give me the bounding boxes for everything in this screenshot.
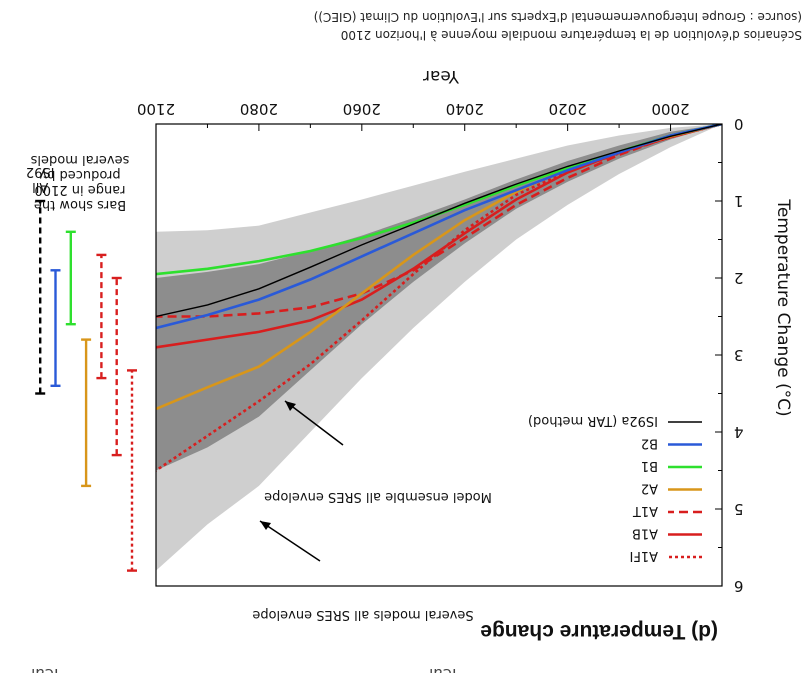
annotation-model-ensemble-text: Model ensemble all SRES envelope bbox=[264, 489, 492, 504]
range-bar-label-all-is92: All bbox=[32, 179, 48, 194]
y-tick-label: 3 bbox=[734, 346, 744, 364]
series-line-is92a-tar-method bbox=[156, 124, 722, 318]
annotation-model-ensemble: Model ensemble all SRES envelope bbox=[264, 489, 492, 504]
x-tick-label: 2040 bbox=[446, 100, 484, 118]
y-tick-label: 0 bbox=[734, 115, 744, 133]
x-tick-label: 2000 bbox=[651, 100, 689, 118]
x-axis-label: Year bbox=[423, 66, 460, 86]
y-tick-label: 5 bbox=[734, 500, 744, 518]
truncated-year-label-left: Year bbox=[426, 665, 460, 673]
y-tick-label: 2 bbox=[734, 269, 744, 287]
caption-line-2: (source : Groupe Intergouvernemental d'E… bbox=[314, 10, 802, 24]
y-axis-label: Temperature Change (°C) bbox=[773, 198, 793, 416]
arrow-head-model-ensemble bbox=[285, 401, 296, 411]
arrow-several-models bbox=[259, 520, 321, 562]
x-tick-label: 2060 bbox=[343, 100, 381, 118]
panel-label: (d) Temperature change bbox=[480, 620, 718, 643]
legend-label-b1: B1 bbox=[641, 458, 658, 473]
series-line-a1t bbox=[156, 124, 722, 318]
x-tick-label: 2020 bbox=[549, 100, 587, 118]
x-tick-label: 2080 bbox=[240, 100, 278, 118]
envelope-several-models bbox=[156, 124, 722, 571]
x-tick-label: 2100 bbox=[137, 100, 175, 118]
y-tick-label: 6 bbox=[734, 577, 744, 595]
annotation-several-models: Several models all SRES envelope bbox=[252, 607, 473, 622]
y-tick-label: 1 bbox=[734, 192, 744, 210]
range-bar-label-all-is92: IS92 bbox=[26, 164, 55, 179]
legend-label-is92a-tar-method: IS92a (TAR method) bbox=[528, 413, 658, 428]
legend: A1FI A1B A1T A2 B1 B2 IS92a (TAR method) bbox=[528, 413, 702, 563]
annotation-several-models-text: Several models all SRES envelope bbox=[252, 607, 473, 622]
truncated-year-label-right: Year bbox=[28, 665, 62, 673]
y-tick-label: 4 bbox=[734, 423, 744, 441]
arrow-head-several-models bbox=[260, 521, 271, 530]
arrow-model-ensemble bbox=[284, 400, 344, 446]
legend-label-a1t: A1T bbox=[633, 503, 658, 518]
axes: 2000 2020 2040 2060 2080 2100 0 1 2 3 4 5 6 bbox=[137, 100, 744, 595]
envelope-model-ensemble bbox=[156, 124, 722, 471]
caption-line-1: Scénarios d'évolution de la température … bbox=[341, 28, 802, 42]
plot-area bbox=[156, 124, 722, 571]
bars-note: Bars show therange in 2100produced bysev… bbox=[30, 152, 129, 212]
legend-label-a1fi: A1FI bbox=[630, 548, 658, 563]
series-line-b2 bbox=[156, 124, 722, 330]
legend-label-b2: B2 bbox=[641, 436, 658, 451]
legend-label-a2: A2 bbox=[641, 481, 658, 496]
legend-label-a1b: A1B bbox=[632, 526, 658, 541]
